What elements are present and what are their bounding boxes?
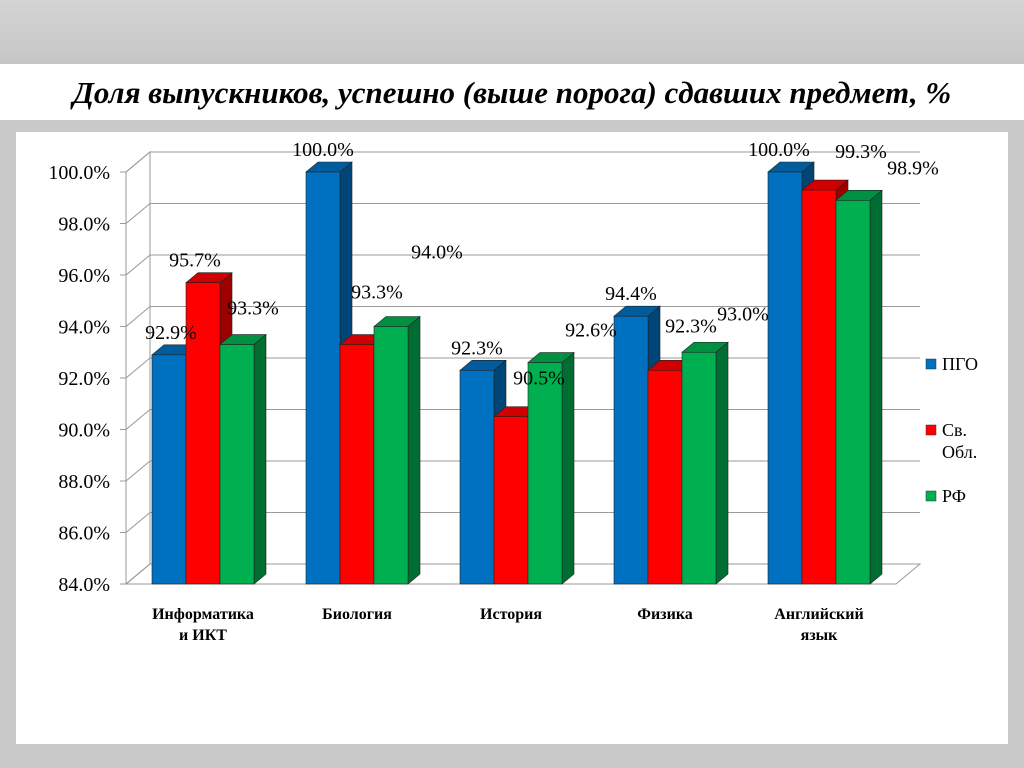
bar [185,282,221,585]
x-category-label: язык [801,627,839,644]
data-label: 100.0% [748,139,810,161]
bar [373,326,409,585]
legend-label: Обл. [942,442,977,462]
bar [767,171,803,585]
gridline [125,306,920,327]
x-category-label: История [480,606,542,623]
data-label: 90.5% [513,368,565,390]
data-label: 94.0% [411,242,463,264]
legend-label: Св. [942,420,967,440]
data-label: 93.3% [351,282,403,304]
y-tick-label: 94.0% [58,317,110,339]
slide-title: Доля выпускников, успешно (выше порога) … [72,75,952,110]
chart-data-labels: 92.9% 95.7% 93.3% 100.0% 93.3% 94.0% 92.3% 90.5… [145,139,939,390]
data-label: 93.3% [227,298,279,320]
gridline [125,203,920,224]
x-axis-categories: Информатика и ИКТ Биология История Физика Анг… [152,606,864,644]
x-category-label: Биология [322,606,392,623]
x-category-label: Физика [637,606,693,623]
bar [339,344,375,585]
y-tick-label: 88.0% [58,471,110,493]
x-category-label: Информатика [152,606,254,623]
legend-label: ПГО [942,354,978,374]
y-tick-label: 86.0% [58,523,110,545]
legend-label: РФ [942,486,966,506]
data-label: 92.3% [665,315,717,337]
slide-header-band [0,0,1024,64]
data-label: 94.4% [605,283,657,305]
y-tick-label: 92.0% [58,368,110,390]
data-label: 98.9% [887,157,939,179]
legend-swatch [925,358,937,370]
gridline [125,254,920,276]
data-label: 100.0% [292,139,354,161]
data-label: 95.7% [169,250,221,272]
bar [681,351,717,585]
chart-bars [151,161,883,585]
bar-side [253,333,267,585]
bar-side [869,189,883,585]
data-label: 92.6% [565,320,617,342]
bar [493,416,529,585]
legend: ПГО Св.Обл. РФ [925,354,978,506]
gridline [125,151,920,173]
y-axis-ticks: 84.0% 86.0% 88.0% 90.0% 92.0% 94.0% 96.0% 98.0%… [48,162,110,596]
bar [459,369,495,585]
y-tick-label: 90.0% [58,420,110,442]
bar-side [407,315,421,585]
data-label: 92.9% [145,322,197,344]
bar [151,354,187,585]
legend-swatch [925,424,937,436]
data-label: 99.3% [835,141,887,163]
bar-side [715,341,729,585]
title-bar: Доля выпускников, успешно (выше порога) … [0,64,1024,120]
y-tick-label: 96.0% [58,265,110,287]
legend-swatch [925,490,937,502]
bar [305,171,341,585]
chart: 92.9% 95.7% 93.3% 100.0% 93.3% 94.0% 92.3% 90.5… [48,139,978,644]
y-tick-label: 100.0% [48,162,110,184]
y-tick-label: 98.0% [58,214,110,236]
x-category-label: Английский [774,606,863,623]
chart-panel: 92.9% 95.7% 93.3% 100.0% 93.3% 94.0% 92.3% 90.5… [16,132,1008,744]
bar [801,189,837,585]
data-label: 92.3% [451,337,503,359]
x-category-label: и ИКТ [179,627,227,644]
bar [219,344,255,585]
bar [613,315,649,585]
bar [647,369,683,585]
data-label: 93.0% [717,303,769,325]
bar [527,362,563,585]
gridline [125,357,920,379]
y-tick-label: 84.0% [58,574,110,596]
bar [835,200,871,585]
